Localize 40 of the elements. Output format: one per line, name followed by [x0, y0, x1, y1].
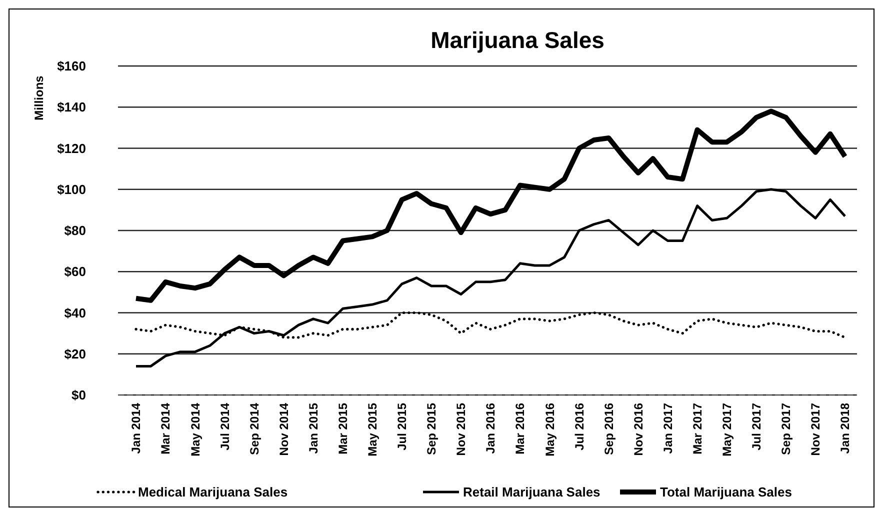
x-tick-label: Mar 2014 — [158, 402, 173, 454]
legend-label: Total Marijuana Sales — [660, 484, 792, 500]
y-tick-label: $120 — [57, 140, 86, 156]
y-tick-label: $140 — [57, 100, 86, 115]
x-tick-label: Nov 2015 — [454, 402, 468, 456]
x-tick-label: Mar 2017 — [690, 402, 704, 454]
x-tick-label: Jul 2015 — [395, 402, 410, 450]
x-tick-label: Jan 2017 — [660, 402, 675, 454]
x-tick-label: Jan 2015 — [306, 402, 320, 454]
x-tick-label: Jul 2017 — [750, 402, 764, 450]
y-tick-label: $100 — [57, 182, 86, 197]
x-tick-label: May 2016 — [542, 402, 557, 456]
line-series — [134, 188, 846, 368]
x-tick-label: Mar 2016 — [513, 402, 528, 454]
x-tick-label: Jan 2018 — [838, 402, 852, 454]
y-tick-label: $20 — [64, 346, 86, 362]
y-tick-label: $80 — [64, 223, 86, 238]
x-tick-label: Nov 2014 — [276, 402, 291, 456]
x-tick-label: May 2015 — [366, 402, 380, 456]
legend-label: Medical Marijuana Sales — [138, 484, 288, 500]
chart-title: Marijuana Sales — [430, 27, 604, 53]
y-tick-label: $60 — [64, 264, 86, 280]
y-tick-label: $0 — [72, 388, 86, 403]
x-tick-label: Sep 2017 — [779, 402, 794, 456]
x-tick-label: Jul 2016 — [572, 402, 586, 450]
y-tick-label: $40 — [64, 305, 86, 320]
x-tick-label: Mar 2015 — [336, 402, 350, 454]
x-tick-label: Sep 2016 — [602, 402, 616, 456]
legend-label: Retail Marijuana Sales — [463, 484, 600, 500]
x-tick-label: May 2014 — [188, 402, 202, 456]
x-tick-label: Jul 2014 — [218, 402, 232, 450]
y-axis-title: Millions — [32, 75, 46, 120]
x-tick-label: Sep 2015 — [424, 402, 439, 456]
x-tick-label: Sep 2014 — [247, 402, 262, 456]
x-tick-label: Nov 2016 — [631, 402, 646, 456]
x-tick-label: Jan 2016 — [484, 402, 498, 454]
x-tick-label: Jan 2014 — [129, 402, 144, 454]
x-tick-label: May 2017 — [720, 402, 734, 456]
y-tick-label: $160 — [57, 58, 86, 74]
x-tick-label: Nov 2017 — [808, 402, 823, 456]
